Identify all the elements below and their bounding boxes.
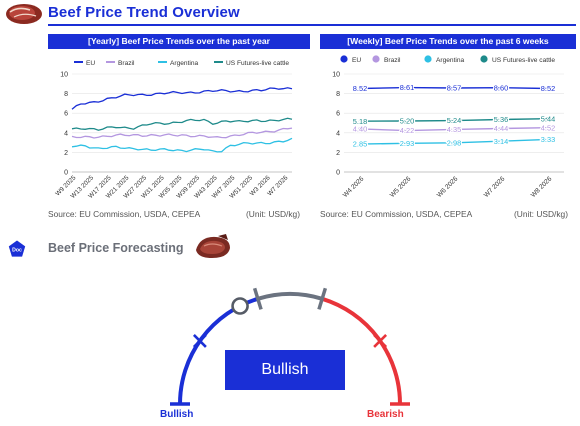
data-label-eu: 8.57 bbox=[447, 84, 461, 93]
gauge-indicator bbox=[231, 297, 249, 315]
data-label-eu: 8.61 bbox=[400, 83, 414, 92]
data-point-brazil bbox=[358, 127, 362, 131]
legend-label-argentina: Argentina bbox=[170, 60, 199, 67]
data-label-us-futures-live-cattle: 5.44 bbox=[541, 114, 555, 123]
x-tick-label: W6 2026 bbox=[436, 175, 460, 199]
gauge-marker-bullish bbox=[192, 333, 207, 348]
yearly-unit: (Unit: USD/kg) bbox=[246, 209, 300, 219]
data-label-argentina: 2.85 bbox=[353, 140, 367, 149]
legend-label-eu: EU bbox=[86, 60, 95, 67]
data-point-us-futures-live-cattle bbox=[499, 117, 503, 122]
data-label-brazil: 4.44 bbox=[494, 124, 508, 133]
y-tick-label: 10 bbox=[332, 72, 340, 79]
data-point-us-futures-live-cattle bbox=[452, 119, 456, 123]
y-tick-label: 4 bbox=[336, 130, 340, 137]
data-point-argentina bbox=[546, 137, 550, 141]
data-point-brazil bbox=[499, 126, 503, 131]
y-tick-label: 6 bbox=[64, 111, 68, 118]
data-point-us-futures-live-cattle bbox=[546, 117, 550, 121]
y-tick-label: 0 bbox=[64, 170, 68, 177]
doc-badge-text: Doc bbox=[12, 248, 22, 254]
data-label-argentina: 2.93 bbox=[400, 139, 414, 148]
legend-swatch-brazil bbox=[372, 55, 380, 63]
series-line-argentina bbox=[71, 137, 293, 153]
page-title: Beef Price Trend Overview bbox=[48, 4, 240, 21]
data-label-eu: 8.52 bbox=[541, 84, 555, 93]
x-tick-label: W4 2026 bbox=[342, 175, 366, 199]
y-tick-label: 2 bbox=[336, 150, 340, 157]
data-label-brazil: 4.35 bbox=[447, 125, 461, 134]
yearly-line-chart: EU Brazil Argentina US Futures-live cattle 0… bbox=[54, 60, 293, 200]
weekly-source: Source: EU Commission, USDA, CEPEA bbox=[320, 209, 473, 219]
legend-label-brazil: Brazil bbox=[118, 60, 135, 67]
data-point-argentina bbox=[358, 142, 362, 146]
title-underline bbox=[48, 24, 576, 26]
legend-label-argentina: Argentina bbox=[436, 57, 465, 64]
series-line-us-futures-live-cattle bbox=[71, 117, 293, 131]
legend-swatch-eu bbox=[340, 55, 348, 63]
beef-steak-icon bbox=[6, 4, 42, 24]
data-point-eu bbox=[499, 86, 503, 90]
legend-label-us-futures-live-cattle: US Futures-live cattle bbox=[492, 57, 555, 64]
x-tick-label: W7 2026 bbox=[483, 175, 507, 199]
forecast-verdict: Bullish bbox=[225, 350, 345, 390]
gauge-bullish-label: Bullish bbox=[160, 409, 194, 420]
y-tick-label: 4 bbox=[64, 130, 68, 137]
legend-swatch-argentina bbox=[424, 55, 432, 63]
data-label-argentina: 3.33 bbox=[541, 135, 555, 144]
data-point-us-futures-live-cattle bbox=[405, 119, 409, 123]
data-label-us-futures-live-cattle: 5.24 bbox=[447, 116, 461, 125]
legend-label-eu: EU bbox=[352, 57, 361, 64]
data-point-brazil bbox=[452, 127, 456, 131]
data-label-eu: 8.60 bbox=[494, 83, 508, 92]
data-point-argentina bbox=[405, 141, 409, 145]
series-line-eu bbox=[71, 87, 293, 110]
legend-swatch-us-futures-live-cattle bbox=[480, 55, 488, 63]
forecast-title: Beef Price Forecasting bbox=[48, 241, 184, 255]
gauge-tick-neutral-right bbox=[317, 287, 328, 310]
data-point-eu bbox=[452, 86, 456, 90]
data-point-brazil bbox=[546, 126, 550, 130]
gauge-marker-bearish bbox=[373, 333, 388, 348]
data-point-eu bbox=[546, 86, 550, 91]
data-label-eu: 8.52 bbox=[353, 84, 367, 93]
yearly-panel-title: [Yearly] Beef Price Trends over the past… bbox=[48, 34, 310, 49]
beef-cut-icon bbox=[196, 234, 230, 258]
yearly-source: Source: EU Commission, USDA, CEPEA bbox=[48, 209, 201, 219]
forecast-gauge bbox=[170, 287, 410, 406]
x-tick-label: W5 2026 bbox=[389, 175, 413, 199]
gauge-tick-neutral-left bbox=[252, 287, 263, 310]
data-label-brazil: 4.40 bbox=[353, 124, 367, 133]
y-tick-label: 8 bbox=[336, 91, 340, 98]
y-tick-label: 10 bbox=[60, 72, 68, 79]
data-point-eu bbox=[405, 86, 409, 90]
legend-label-us-futures-live-cattle: US Futures-live cattle bbox=[226, 60, 289, 67]
data-label-us-futures-live-cattle: 5.20 bbox=[400, 117, 414, 126]
data-label-argentina: 2.98 bbox=[447, 138, 461, 147]
data-label-brazil: 4.52 bbox=[541, 123, 555, 132]
y-tick-label: 6 bbox=[336, 111, 340, 118]
data-label-us-futures-live-cattle: 5.36 bbox=[494, 115, 508, 124]
page-header: Beef Price Trend Overview bbox=[0, 0, 580, 28]
data-point-argentina bbox=[452, 141, 456, 145]
series-line-brazil bbox=[71, 127, 293, 139]
gauge-bearish-label: Bearish bbox=[367, 409, 404, 420]
y-tick-label: 0 bbox=[336, 170, 340, 177]
y-tick-label: 8 bbox=[64, 91, 68, 98]
data-label-us-futures-live-cattle: 5.18 bbox=[353, 117, 367, 126]
x-tick-label: W8 2026 bbox=[530, 175, 554, 199]
y-tick-label: 2 bbox=[64, 150, 68, 157]
weekly-unit: (Unit: USD/kg) bbox=[514, 209, 568, 219]
gauge-arc-neutral bbox=[257, 291, 323, 301]
weekly-panel-title: [Weekly] Beef Price Trends over the past… bbox=[320, 34, 576, 49]
data-label-brazil: 4.22 bbox=[400, 126, 414, 135]
data-point-argentina bbox=[499, 139, 503, 143]
doc-badge-icon: Doc bbox=[8, 240, 26, 257]
data-point-brazil bbox=[405, 129, 409, 133]
data-label-argentina: 3.14 bbox=[494, 137, 508, 146]
data-point-us-futures-live-cattle bbox=[358, 119, 362, 123]
weekly-line-chart: EU Brazil Argentina US Futures-live cattle 0… bbox=[332, 55, 564, 199]
legend-label-brazil: Brazil bbox=[384, 57, 401, 64]
data-point-eu bbox=[358, 86, 362, 91]
